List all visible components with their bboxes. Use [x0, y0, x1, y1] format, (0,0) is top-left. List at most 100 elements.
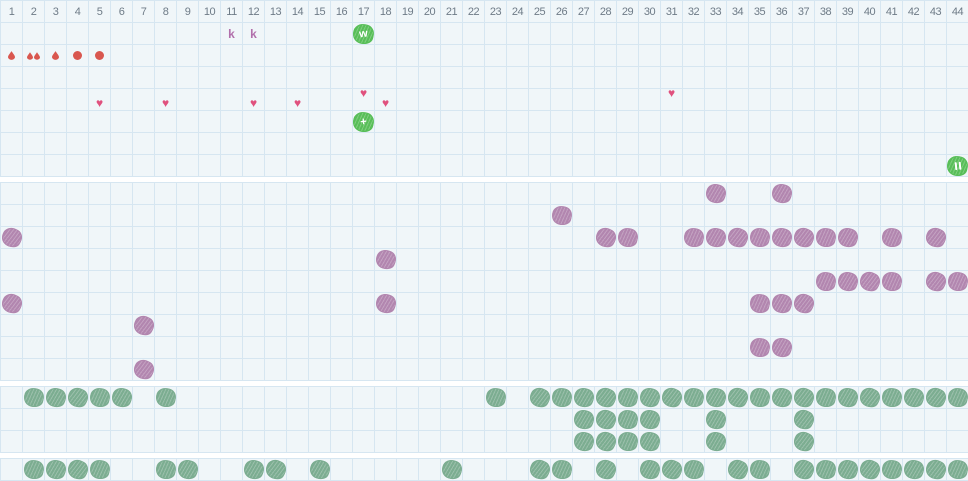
- grid-cell[interactable]: [506, 67, 528, 89]
- grid-cell[interactable]: [198, 67, 220, 89]
- grid-cell[interactable]: [352, 409, 374, 431]
- grid-cell[interactable]: [418, 111, 440, 133]
- grid-cell[interactable]: [880, 249, 902, 271]
- grid-cell[interactable]: [924, 337, 946, 359]
- grid-cell[interactable]: [0, 23, 22, 45]
- grid-cell[interactable]: [242, 271, 264, 293]
- grid-cell[interactable]: [330, 337, 352, 359]
- grid-cell[interactable]: [462, 459, 484, 481]
- grid-cell[interactable]: [484, 183, 506, 205]
- grid-cell[interactable]: [132, 459, 154, 481]
- grid-cell[interactable]: [132, 249, 154, 271]
- grid-cell[interactable]: [264, 249, 286, 271]
- grid-cell[interactable]: [572, 155, 594, 177]
- grid-cell[interactable]: [132, 23, 154, 45]
- grid-cell[interactable]: [418, 89, 440, 111]
- grid-cell[interactable]: [748, 315, 770, 337]
- grid-cell[interactable]: [220, 249, 242, 271]
- grid-cell[interactable]: [176, 271, 198, 293]
- grid-cell[interactable]: [858, 431, 880, 453]
- grid-cell[interactable]: [308, 387, 330, 409]
- grid-cell[interactable]: [0, 205, 22, 227]
- grid-cell[interactable]: [836, 45, 858, 67]
- grid-cell[interactable]: [396, 337, 418, 359]
- grid-cell[interactable]: [308, 431, 330, 453]
- grid-cell[interactable]: [924, 270, 947, 293]
- grid-cell[interactable]: [660, 155, 682, 177]
- grid-cell[interactable]: [704, 387, 726, 409]
- grid-cell[interactable]: [286, 293, 308, 315]
- grid-cell[interactable]: [352, 249, 374, 271]
- grid-cell[interactable]: [836, 89, 858, 111]
- grid-cell[interactable]: [66, 293, 88, 315]
- grid-cell[interactable]: ♥: [374, 89, 396, 111]
- grid-cell[interactable]: [924, 226, 947, 249]
- grid-cell[interactable]: [748, 23, 770, 45]
- grid-cell[interactable]: [484, 293, 506, 315]
- grid-cell[interactable]: [704, 337, 726, 359]
- grid-cell[interactable]: [924, 155, 946, 177]
- grid-cell[interactable]: [286, 359, 308, 381]
- grid-cell[interactable]: [66, 458, 89, 481]
- grid-cell[interactable]: [198, 227, 220, 249]
- grid-cell[interactable]: [946, 337, 968, 359]
- grid-cell[interactable]: [748, 89, 770, 111]
- grid-cell[interactable]: [176, 111, 198, 133]
- grid-cell[interactable]: [110, 337, 132, 359]
- grid-cell[interactable]: [506, 155, 528, 177]
- grid-cell[interactable]: [440, 431, 462, 453]
- grid-cell[interactable]: [902, 409, 924, 431]
- grid-cell[interactable]: [704, 89, 726, 111]
- grid-cell[interactable]: [660, 337, 682, 359]
- grid-cell[interactable]: [198, 133, 220, 155]
- grid-cell[interactable]: [638, 183, 660, 205]
- grid-cell[interactable]: [902, 315, 924, 337]
- grid-cell[interactable]: [880, 227, 903, 249]
- grid-cell[interactable]: [396, 111, 418, 133]
- grid-cell[interactable]: [308, 227, 330, 249]
- grid-cell[interactable]: [792, 67, 814, 89]
- grid-cell[interactable]: [836, 249, 858, 271]
- grid-cell[interactable]: [418, 359, 440, 381]
- grid-cell[interactable]: [572, 315, 594, 337]
- grid-cell[interactable]: [44, 431, 66, 453]
- grid-cell[interactable]: [154, 387, 177, 409]
- grid-cell[interactable]: [858, 249, 880, 271]
- grid-cell[interactable]: [572, 23, 594, 45]
- grid-cell[interactable]: [110, 387, 132, 409]
- grid-cell[interactable]: [484, 315, 506, 337]
- grid-cell[interactable]: [0, 387, 22, 409]
- grid-cell[interactable]: [462, 409, 484, 431]
- grid-cell[interactable]: [880, 89, 902, 111]
- grid-cell[interactable]: [330, 205, 352, 227]
- grid-cell[interactable]: [418, 387, 440, 409]
- grid-cell[interactable]: [572, 227, 594, 249]
- grid-cell[interactable]: [550, 271, 572, 293]
- grid-cell[interactable]: [704, 293, 726, 315]
- grid-cell[interactable]: [462, 133, 484, 155]
- grid-cell[interactable]: [22, 67, 44, 89]
- grid-cell[interactable]: [682, 293, 704, 315]
- grid-cell[interactable]: [924, 386, 947, 409]
- grid-cell[interactable]: [286, 315, 308, 337]
- grid-cell[interactable]: [330, 387, 352, 409]
- grid-cell[interactable]: [770, 23, 792, 45]
- grid-cell[interactable]: [814, 23, 836, 45]
- grid-cell[interactable]: [66, 205, 88, 227]
- grid-cell[interactable]: [264, 387, 286, 409]
- grid-cell[interactable]: [550, 155, 572, 177]
- grid-cell[interactable]: [330, 227, 352, 249]
- grid-cell[interactable]: [550, 359, 572, 381]
- grid-cell[interactable]: [44, 359, 66, 381]
- grid-cell[interactable]: [132, 67, 154, 89]
- grid-cell[interactable]: [88, 111, 110, 133]
- plus-badge[interactable]: +: [352, 110, 375, 133]
- grid-cell[interactable]: [660, 183, 682, 205]
- grid-cell[interactable]: [946, 133, 968, 155]
- grid-cell[interactable]: [242, 227, 264, 249]
- grid-cell[interactable]: [660, 271, 682, 293]
- grid-cell[interactable]: [44, 271, 66, 293]
- grid-cell[interactable]: [814, 205, 836, 227]
- grid-cell[interactable]: [726, 409, 748, 431]
- grid-cell[interactable]: [660, 249, 682, 271]
